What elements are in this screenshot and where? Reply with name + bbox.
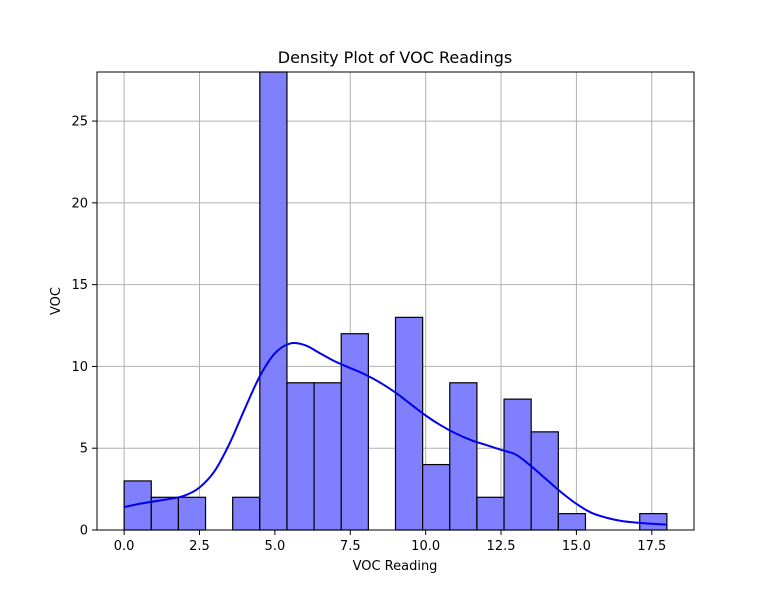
x-tick-label: 17.5 [637,539,666,554]
chart-title: Density Plot of VOC Readings [278,48,512,67]
histogram-bar [313,382,342,531]
histogram-bar [449,382,478,531]
histogram-bar [177,496,207,531]
histogram-bar [340,333,369,531]
y-tick-label: 15 [71,278,88,293]
y-tick-label: 10 [71,360,88,375]
plot-frame [96,71,695,531]
histogram-bar [503,398,532,531]
grid [97,72,694,531]
x-tick-label: 10.0 [411,539,440,554]
y-tick-label: 20 [71,196,88,211]
histogram-bars [123,71,668,531]
y-axis-label: VOC [49,287,64,315]
y-axis-ticks: 0 5 10 15 20 25 [71,115,97,539]
histogram-bar [232,496,261,531]
x-axis-label: VOC Reading [353,559,438,574]
x-tick-label: 15.0 [562,539,591,554]
histogram-bar [394,316,424,531]
y-tick-label: 25 [71,115,88,130]
histogram-bar [286,382,315,531]
histogram-bar [422,463,451,531]
x-tick-label: 5.0 [265,539,286,554]
x-axis-ticks: 0.0 2.5 5.0 7.5 10.0 12.5 15.0 17.5 [114,530,666,554]
histogram-bar [530,431,559,531]
x-tick-label: 12.5 [487,539,516,554]
kde-curve [123,341,667,526]
histogram-bar [476,496,505,531]
x-tick-label: 0.0 [114,539,135,554]
x-tick-label: 7.5 [340,539,361,554]
y-tick-label: 5 [80,442,88,457]
histogram-bar [557,513,587,531]
histogram-bar [259,71,288,531]
histogram-bar [639,513,668,531]
x-tick-label: 2.5 [189,539,210,554]
kde-layer [123,341,667,526]
y-tick-label: 0 [80,524,88,539]
